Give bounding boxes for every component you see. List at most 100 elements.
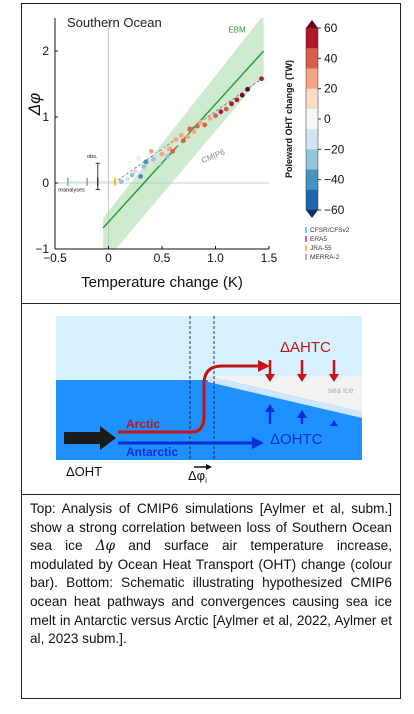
colorbar-segment — [306, 28, 318, 49]
scatter-panel: obs. reanalyses EBM CMIP6 −0.5 0 0.5 1.0 1.5 −1 0… — [22, 4, 400, 303]
colorbar-segment — [306, 169, 318, 191]
divider — [22, 303, 400, 304]
schematic-panel: sea ice Arctic Antarctic ΔAHTC — [22, 304, 400, 494]
data-point — [181, 138, 186, 144]
y-tick-label: 1 — [42, 110, 49, 124]
sea-ice-edge — [208, 376, 362, 418]
data-point — [173, 137, 179, 142]
arctic-arrowhead — [258, 360, 270, 372]
data-point — [198, 119, 203, 125]
data-point — [141, 164, 147, 169]
legend-entry: ERA5 — [310, 236, 327, 243]
colorbar-segment — [306, 108, 318, 130]
colorbar-segment — [306, 68, 318, 90]
data-point — [178, 133, 184, 138]
data-point — [138, 170, 143, 176]
data-point — [183, 130, 188, 136]
data-point — [170, 148, 176, 154]
scatter-chart: obs. reanalyses EBM CMIP6 −0.5 0 0.5 1.0 1.5 −1 0… — [25, 15, 350, 291]
figure-caption: Top: Analysis of CMIP6 simulations [Aylm… — [30, 500, 392, 649]
data-point — [161, 147, 167, 153]
data-point — [223, 106, 229, 112]
data-point — [229, 101, 234, 107]
y-axis-label: Δφ — [25, 93, 44, 117]
arctic-heat-pathway — [118, 364, 258, 434]
data-point — [207, 115, 213, 121]
data-point — [125, 176, 131, 182]
arctic-label: Arctic — [126, 417, 160, 431]
data-point — [136, 155, 141, 161]
y-tick-label: 0 — [42, 176, 49, 190]
ahtc-label: ΔAHTC — [280, 339, 331, 356]
caption-part1: Top: Analysis of CMIP6 simulations [Aylm… — [30, 501, 392, 554]
data-point — [213, 113, 218, 119]
data-point — [132, 168, 138, 174]
ahtc-down-arrows — [265, 360, 339, 382]
data-point — [159, 151, 165, 157]
oht-arrow — [64, 426, 116, 450]
data-point — [151, 156, 156, 162]
phi-arrowhead — [206, 464, 212, 470]
colorbar-bottom-cap — [306, 210, 318, 218]
oht-label: ΔOHT — [66, 464, 102, 479]
antarctic-label: Antarctic — [126, 445, 178, 459]
colorbar-segment — [306, 48, 318, 69]
colorbar-tick-label: 0 — [324, 112, 331, 126]
data-point — [164, 154, 170, 160]
caption-part2: and surface air temperature increase, mo… — [30, 538, 392, 647]
ocean-schematic: sea ice Arctic Antarctic ΔAHTC — [56, 316, 362, 485]
data-point — [234, 97, 240, 103]
data-point — [143, 159, 149, 165]
colorbar-tick-label: 60 — [324, 21, 338, 35]
data-point — [148, 148, 154, 154]
delta-phi-subscript: i — [205, 476, 207, 485]
reanalyses-label: reanalyses — [58, 188, 85, 194]
y-tick-label: −1 — [35, 242, 49, 256]
data-point — [138, 174, 143, 179]
data-point — [245, 86, 251, 92]
legend-entry: JRA-55 — [310, 245, 332, 252]
plot-area — [102, 18, 265, 249]
colorbar-tick-label: 20 — [324, 82, 338, 96]
colorbar-tick-label: −20 — [324, 142, 345, 156]
data-point — [259, 76, 264, 82]
x-tick-label: 0.5 — [154, 251, 171, 265]
data-point — [202, 122, 208, 128]
colorbar-tick-label: −40 — [324, 173, 345, 187]
ebm-label: EBM — [228, 26, 246, 35]
data-point — [176, 141, 182, 146]
data-point — [129, 172, 135, 178]
x-tick-label: 0 — [105, 251, 112, 265]
data-point — [191, 129, 197, 134]
data-point — [118, 179, 124, 185]
x-tick-label: 1.0 — [207, 251, 224, 265]
x-tick-label: 1.5 — [261, 251, 278, 265]
colorbar-segment — [306, 129, 318, 150]
colorbar-tick-label: −60 — [324, 203, 345, 217]
colorbar-top-cap — [306, 20, 318, 28]
colorbar-segment — [306, 189, 318, 211]
delta-phi-text: Δφ — [188, 468, 205, 483]
data-point — [172, 142, 178, 148]
data-point — [194, 123, 200, 129]
data-point — [185, 134, 191, 140]
x-axis-label: Temperature change (K) — [81, 274, 243, 291]
y-tick-label: 2 — [42, 44, 49, 58]
figure-frame: obs. reanalyses EBM CMIP6 −0.5 0 0.5 1.0 1.5 −1 0… — [21, 3, 401, 699]
legend-entry: CFSR/CFSv2 — [310, 227, 350, 234]
x-tick-label: −0.5 — [43, 251, 67, 265]
data-point — [239, 92, 245, 98]
divider — [22, 494, 400, 495]
delta-phi-label: Δφi — [188, 468, 207, 485]
obs-label: obs. — [87, 154, 98, 160]
data-point — [187, 126, 193, 132]
cmip6-label: CMIP6 — [200, 147, 227, 165]
ohtc-up-arrows — [265, 404, 338, 426]
data-point — [156, 160, 162, 166]
data-point — [218, 109, 224, 115]
caption-symbol: Δφ — [95, 538, 116, 555]
antarctic-arrowhead — [252, 437, 264, 449]
legend-entry: MERRA-2 — [310, 254, 340, 261]
sea-ice-label: sea ice — [328, 386, 354, 395]
ohtc-label: ΔOHTC — [270, 431, 323, 448]
